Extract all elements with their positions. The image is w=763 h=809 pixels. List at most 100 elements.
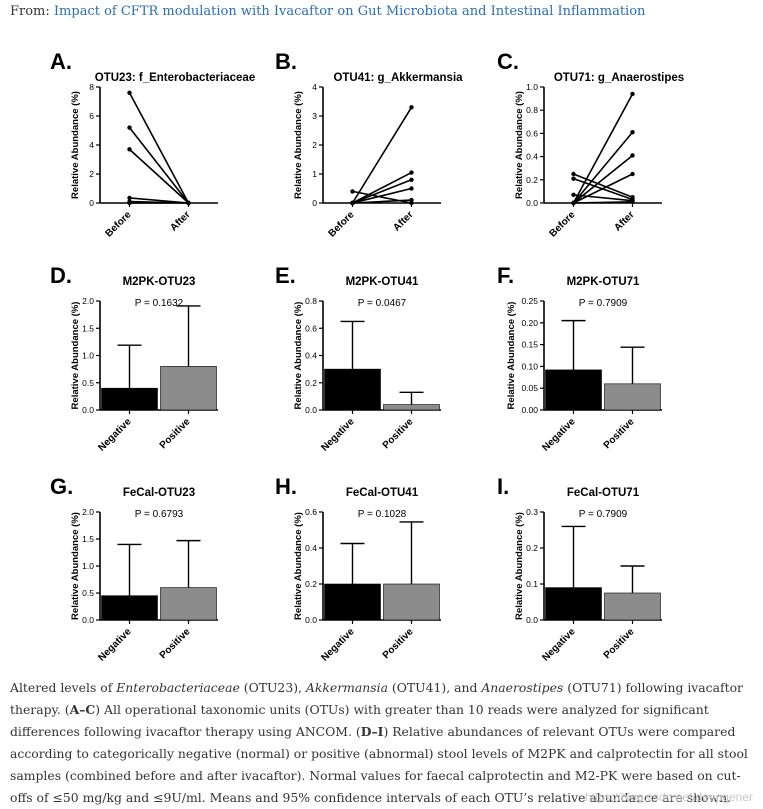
panel-b-point-after-2: [409, 105, 414, 110]
panel-d-ytick-label: 1.5: [82, 323, 94, 333]
panel-f-ytick-label: 0.25: [521, 296, 538, 306]
panel-b-point-after-4: [409, 177, 414, 182]
panel-c-series-line-4: [572, 93, 634, 204]
panel-c-point-before-1: [571, 171, 576, 177]
panel-e-letter: E.: [275, 263, 296, 288]
panel-f-xtick-label-negative: Negative: [540, 416, 578, 454]
panel-f-letter: F.: [497, 263, 514, 288]
panel-e-ytick-label: 0.0: [305, 405, 317, 415]
panel-i-ytick-label: 0.0: [526, 615, 538, 625]
panel-g-title: FeCal-OTU23: [123, 487, 195, 499]
panel-g-ylabel: Relative Abundance (%): [70, 512, 81, 620]
panel-d-letter: D.: [50, 263, 72, 288]
figure-caption: Altered levels of Enterobacteriaceae (OT…: [10, 680, 748, 805]
panel-i-bar-positive: [604, 592, 661, 621]
panel-g-xtick-label-positive: Positive: [158, 626, 193, 661]
panel-c-series-line-6: [572, 154, 634, 204]
panel-c-series-line-1: [573, 173, 633, 198]
panel-d-pvalue: P = 0.1632: [135, 298, 184, 309]
panel-e-bar-positive: [383, 404, 440, 411]
panel-e-xtick-label-positive: Positive: [381, 416, 416, 451]
panel-f-pvalue: P = 0.7909: [579, 298, 628, 309]
panel-f-xtick-label-positive: Positive: [602, 416, 637, 451]
panel-c-ytick-label: 0.4: [526, 152, 538, 162]
panel-c-ytick-label: 0.0: [526, 198, 538, 208]
panel-h-title: FeCal-OTU41: [346, 487, 419, 499]
panel-e-ylabel: Relative Abundance (%): [293, 302, 304, 410]
panel-h-bar-negative: [324, 583, 381, 621]
panel-c-point-after-6: [630, 153, 635, 158]
panel-i-title: FeCal-OTU71: [567, 487, 640, 499]
panel-g-ytick-label: 1.0: [82, 561, 94, 571]
panel-a-ytick-label: 0: [89, 198, 94, 208]
panel-f-title: M2PK-OTU71: [567, 276, 640, 288]
panel-b-series-line-5: [352, 187, 412, 204]
panel-a-ytick-label: 6: [89, 111, 94, 121]
panel-g-ytick-label: 0.0: [82, 615, 94, 625]
panel-a-point-before-4: [127, 195, 132, 201]
panel-d-xtick-label-positive: Positive: [158, 416, 193, 451]
panel-g-bar-negative: [101, 595, 158, 621]
panel-c-point-after-4: [630, 91, 635, 97]
panel-b-point-after-5: [409, 186, 414, 191]
panel-g-bar-positive: [160, 587, 217, 621]
panel-d-ytick-label: 2.0: [82, 296, 94, 306]
panel-b-series-line-2: [351, 106, 413, 204]
panel-h-ytick-label: 0.4: [305, 543, 317, 553]
panel-b-point-before-1: [350, 189, 355, 194]
panel-a-ytick-label: 2: [89, 169, 94, 179]
panel-i-pvalue: P = 0.7909: [579, 509, 628, 520]
panel-c-point-before-8: [571, 200, 576, 206]
panel-f-ytick-label: 0.15: [521, 340, 538, 350]
panel-d-ytick-label: 0.5: [82, 378, 94, 388]
panel-e-title: M2PK-OTU41: [346, 276, 419, 288]
panel-f-ytick-label: 0.20: [521, 318, 538, 328]
panel-b-ylabel: Relative Abundance (%): [293, 91, 304, 199]
panel-a-xtick-label-after: After: [168, 209, 192, 233]
panel-e-ytick-label: 0.2: [305, 378, 317, 388]
panel-b-title: OTU41: g_Akkermansia: [333, 72, 463, 84]
panel-d-title: M2PK-OTU23: [123, 276, 196, 288]
article-title-link[interactable]: Impact of CFTR modulation with Ivacaftor…: [53, 4, 646, 19]
panel-a-point-after-6: [186, 200, 191, 206]
panel-f-bar-positive: [604, 383, 661, 411]
panel-a-title: OTU23: f_Enterobacteriaceae: [95, 72, 255, 84]
panel-e-ytick-label: 0.6: [305, 323, 317, 333]
panel-c-ytick-label: 0.8: [526, 105, 538, 115]
panel-c-xtick-label-after: After: [612, 209, 636, 233]
panel-b-point-before-6: [350, 200, 355, 206]
panel-a-ytick-label: 8: [89, 82, 94, 92]
figure-panels: A. OTU23: f_Enterobacteriaceae 0 2 4 6 8 Relati…: [50, 49, 684, 664]
panel-c-point-after-5: [630, 130, 635, 135]
panel-d-bar-positive: [160, 366, 217, 411]
panel-g-letter: G.: [50, 474, 73, 499]
panel-i-letter: I.: [497, 474, 509, 499]
panel-e-pvalue: P = 0.0467: [358, 298, 407, 309]
panel-b-ytick-label: 1: [312, 169, 317, 179]
panel-a-point-before-1: [127, 90, 132, 96]
panel-a-ytick-label: 4: [89, 140, 94, 150]
panel-a-point-before-6: [127, 200, 132, 206]
panel-g-xtick-label-negative: Negative: [96, 626, 134, 664]
panel-b-series-line-4: [352, 179, 412, 204]
panel-b-xtick-label-before: Before: [326, 209, 356, 239]
panel-b-xtick-label-after: After: [391, 209, 415, 233]
source-line: From: Impact of CFTR modulation with Iva…: [10, 4, 645, 19]
panel-i-ytick-label: 0.3: [526, 507, 538, 517]
panel-g-ytick-label: 1.5: [82, 534, 94, 544]
panel-h-ytick-label: 0.2: [305, 579, 317, 589]
panel-g-pvalue: P = 0.6793: [135, 509, 184, 520]
panel-d-ytick-label: 0.0: [82, 405, 94, 415]
panel-f-ytick-label: 0.10: [521, 361, 538, 371]
panel-d-ytick-label: 1.0: [82, 351, 94, 361]
panel-f-ylabel: Relative Abundance (%): [506, 302, 517, 410]
panel-c-point-after-7: [630, 171, 635, 177]
panel-e-ytick-label: 0.8: [305, 296, 317, 306]
panel-i-ytick-label: 0.1: [526, 579, 538, 589]
panel-c-ytick-label: 0.6: [526, 128, 538, 138]
panel-h-xtick-label-positive: Positive: [381, 626, 416, 661]
panel-i-bar-negative: [545, 587, 602, 621]
panel-a-point-before-3: [127, 147, 132, 152]
panel-f-ytick-label: 0.05: [521, 383, 538, 393]
panel-c-series-line-5: [572, 131, 634, 204]
